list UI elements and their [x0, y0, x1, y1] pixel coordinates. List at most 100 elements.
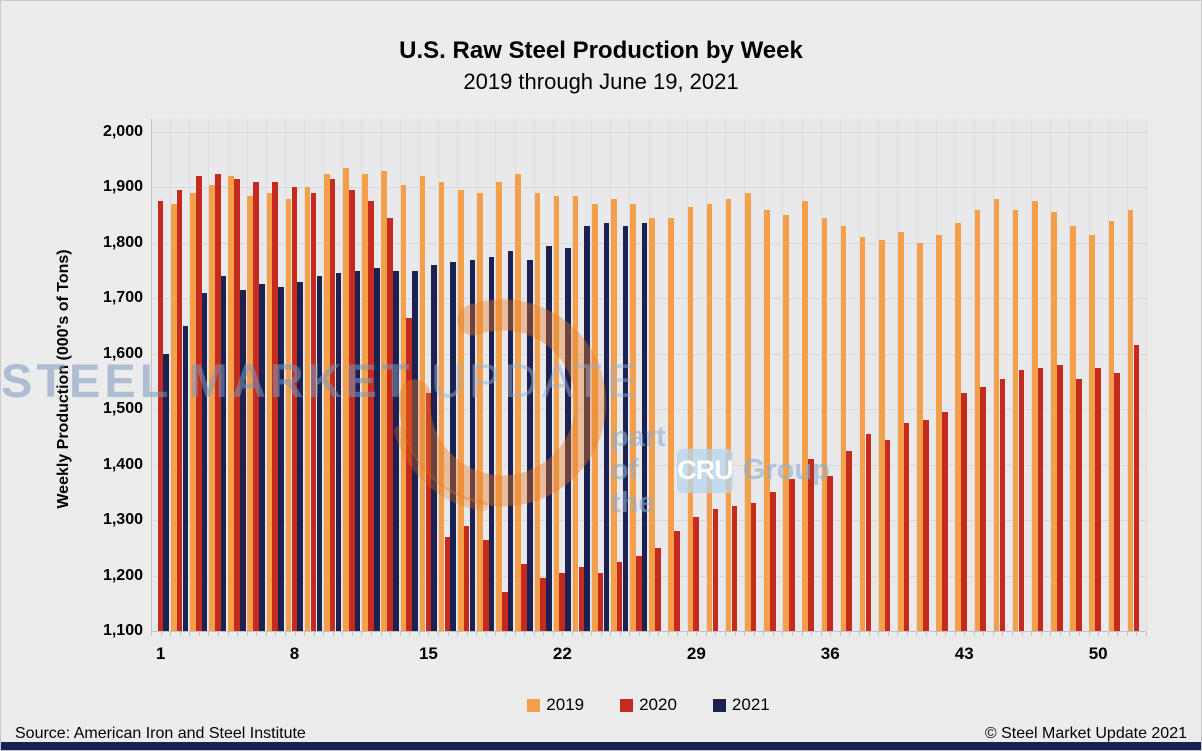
x-axis-tick: [839, 632, 841, 636]
bar-2020-week-32: [750, 503, 757, 631]
bar-2020-week-1: [157, 201, 164, 631]
horizontal-gridline: [151, 575, 1146, 577]
vertical-gridline: [705, 119, 707, 631]
bar-2020-week-38: [865, 434, 872, 631]
vertical-gridline: [1088, 119, 1090, 631]
chart-subtitle: 2019 through June 19, 2021: [463, 69, 739, 94]
bar-2020-week-28: [674, 531, 680, 631]
bar-2020-week-5: [234, 179, 240, 631]
x-tick-label: 1: [155, 644, 166, 663]
bar-2021-week-25: [622, 226, 629, 631]
footer-bar: [1, 742, 1201, 750]
bar-2020-week-7: [272, 181, 279, 631]
x-axis-tick: [189, 632, 191, 636]
bar-2019-week-19: [496, 181, 502, 631]
bar-2019-week-51: [1108, 220, 1115, 631]
horizontal-gridline: [151, 187, 1146, 189]
x-axis-tick: [179, 632, 181, 636]
bar-2021-week-9: [316, 276, 323, 631]
x-axis-tick: [725, 632, 727, 636]
x-axis-tick: [954, 632, 956, 636]
vertical-gridline: [380, 119, 382, 631]
bar-2019-week-23: [572, 195, 579, 631]
x-axis-tick: [763, 632, 765, 636]
x-axis-tick: [820, 632, 822, 636]
bar-2021-week-15: [431, 265, 437, 631]
vertical-gridline: [265, 119, 267, 631]
bar-2019-week-35: [802, 201, 808, 631]
x-axis-tick: [562, 632, 564, 636]
vertical-gridline: [170, 119, 172, 631]
y-tick-label: 1,700: [102, 289, 143, 307]
x-axis-tick: [744, 632, 746, 636]
vertical-gridline: [725, 119, 727, 631]
bar-2020-week-31: [731, 506, 738, 631]
x-tick-label: 8: [289, 644, 300, 663]
x-tick-label: 15: [418, 644, 438, 663]
bar-2020-week-3: [195, 176, 202, 631]
bar-2019-week-24: [591, 204, 598, 631]
legend-swatch-2021: [712, 698, 726, 712]
bar-2019-week-34: [783, 215, 789, 631]
x-axis-tick: [1079, 632, 1081, 636]
bar-2019-week-44: [974, 209, 981, 631]
bar-2020-week-50: [1095, 367, 1101, 631]
bar-2019-week-27: [649, 217, 655, 631]
bar-2019-week-26: [630, 204, 636, 631]
x-axis-tick: [227, 632, 229, 636]
vertical-gridline: [629, 119, 631, 631]
vertical-gridline: [342, 119, 344, 631]
vertical-gridline: [284, 119, 286, 631]
bar-2019-week-11: [343, 168, 349, 631]
bar-2021-week-24: [603, 223, 610, 631]
vertical-gridline: [973, 119, 975, 631]
vertical-gridline: [763, 119, 765, 631]
y-tick-label: 1,100: [102, 622, 143, 639]
x-axis-tick: [514, 632, 516, 636]
bar-2020-week-22: [559, 572, 566, 631]
bar-2020-week-49: [1076, 378, 1082, 631]
x-axis-tick: [476, 632, 478, 636]
bar-2021-week-6: [259, 284, 265, 631]
vertical-gridline: [1107, 119, 1109, 631]
bar-2020-week-18: [482, 539, 489, 631]
vertical-gridline: [495, 119, 497, 631]
bar-2021-week-18: [488, 256, 495, 631]
x-axis-tick: [246, 632, 248, 636]
bar-2020-week-40: [903, 423, 910, 631]
horizontal-gridline: [151, 409, 1146, 411]
bar-2019-week-8: [285, 198, 292, 631]
legend-item-2019: 2019: [527, 695, 584, 715]
bar-2019-week-25: [611, 198, 617, 631]
bar-2020-week-30: [712, 509, 719, 631]
x-axis-tick: [1069, 632, 1071, 636]
y-tick-label: 1,400: [102, 455, 143, 473]
bar-2020-week-20: [521, 564, 527, 631]
bar-2020-week-35: [808, 459, 814, 631]
x-axis-tick: [399, 632, 401, 636]
vertical-gridline: [418, 119, 420, 631]
horizontal-gridline: [151, 298, 1146, 300]
x-axis-tick: [1040, 632, 1042, 636]
chart-title: U.S. Raw Steel Production by Week: [399, 37, 803, 64]
bar-2019-week-37: [840, 226, 847, 631]
x-axis-tick: [734, 632, 736, 636]
vertical-gridline: [1050, 119, 1052, 631]
vertical-gridline: [744, 119, 746, 631]
bar-2019-week-9: [304, 187, 311, 631]
x-tick-label: 50: [1088, 644, 1108, 663]
vertical-gridline: [457, 119, 459, 631]
bar-2020-week-39: [884, 439, 891, 631]
x-axis-tick: [208, 632, 210, 636]
bar-2019-week-31: [725, 198, 732, 631]
x-axis-tick: [887, 632, 889, 636]
legend-label-2019: 2019: [546, 695, 585, 714]
bar-2019-week-4: [209, 184, 215, 631]
x-axis-tick: [916, 632, 918, 636]
bar-2021-week-11: [354, 270, 361, 631]
x-axis-tick: [878, 632, 880, 636]
horizontal-gridline: [151, 520, 1146, 522]
vertical-gridline: [801, 119, 803, 631]
legend-swatch-2020: [620, 698, 634, 712]
